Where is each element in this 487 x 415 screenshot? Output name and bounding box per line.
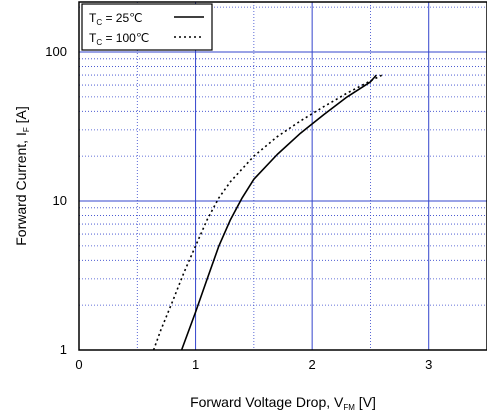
x-tick-labels: 0 1 2 3 bbox=[75, 357, 432, 372]
series-layer bbox=[152, 74, 383, 351]
legend-sub-1: C bbox=[96, 18, 102, 27]
legend-sub-2: C bbox=[96, 38, 102, 47]
x-tick-label: 2 bbox=[309, 357, 316, 372]
y-tick-label: 1 bbox=[60, 342, 67, 357]
y-axis-label-sub: F bbox=[22, 127, 31, 132]
legend-t-1: T bbox=[89, 11, 97, 25]
y-tick-label: 100 bbox=[45, 44, 67, 59]
x-axis-label-unit: [V] bbox=[355, 394, 376, 410]
y-tick-labels: 1 10 100 bbox=[45, 44, 67, 357]
x-axis-label-sub: FM bbox=[343, 403, 355, 412]
plot-frame bbox=[78, 1, 487, 351]
legend-text-2: = 100℃ bbox=[102, 31, 149, 45]
x-tick-label: 1 bbox=[192, 357, 199, 372]
x-axis-label-main: Forward Voltage Drop, V bbox=[190, 394, 344, 410]
y-tick-label: 10 bbox=[53, 193, 67, 208]
y-axis-label-main: Forward Current, I bbox=[13, 132, 29, 246]
legend-t-2: T bbox=[89, 31, 97, 45]
legend-item-25c: TC = 25℃ bbox=[89, 11, 143, 27]
series-line-25c bbox=[180, 74, 377, 351]
legend: TC = 25℃ TC = 100℃ bbox=[81, 3, 213, 51]
legend-text-1: = 25℃ bbox=[102, 11, 143, 25]
major-grid bbox=[79, 2, 487, 350]
y-axis-label-unit: [A] bbox=[13, 106, 29, 127]
y-axis-label: Forward Current, IF [A] bbox=[13, 106, 31, 246]
minor-grid bbox=[79, 2, 487, 350]
x-tick-label: 3 bbox=[425, 357, 432, 372]
legend-box bbox=[81, 3, 213, 51]
legend-item-100c: TC = 100℃ bbox=[89, 31, 149, 47]
series-line-100c bbox=[152, 74, 383, 351]
x-tick-label: 0 bbox=[75, 357, 82, 372]
x-axis-label: Forward Voltage Drop, VFM [V] bbox=[190, 394, 376, 412]
